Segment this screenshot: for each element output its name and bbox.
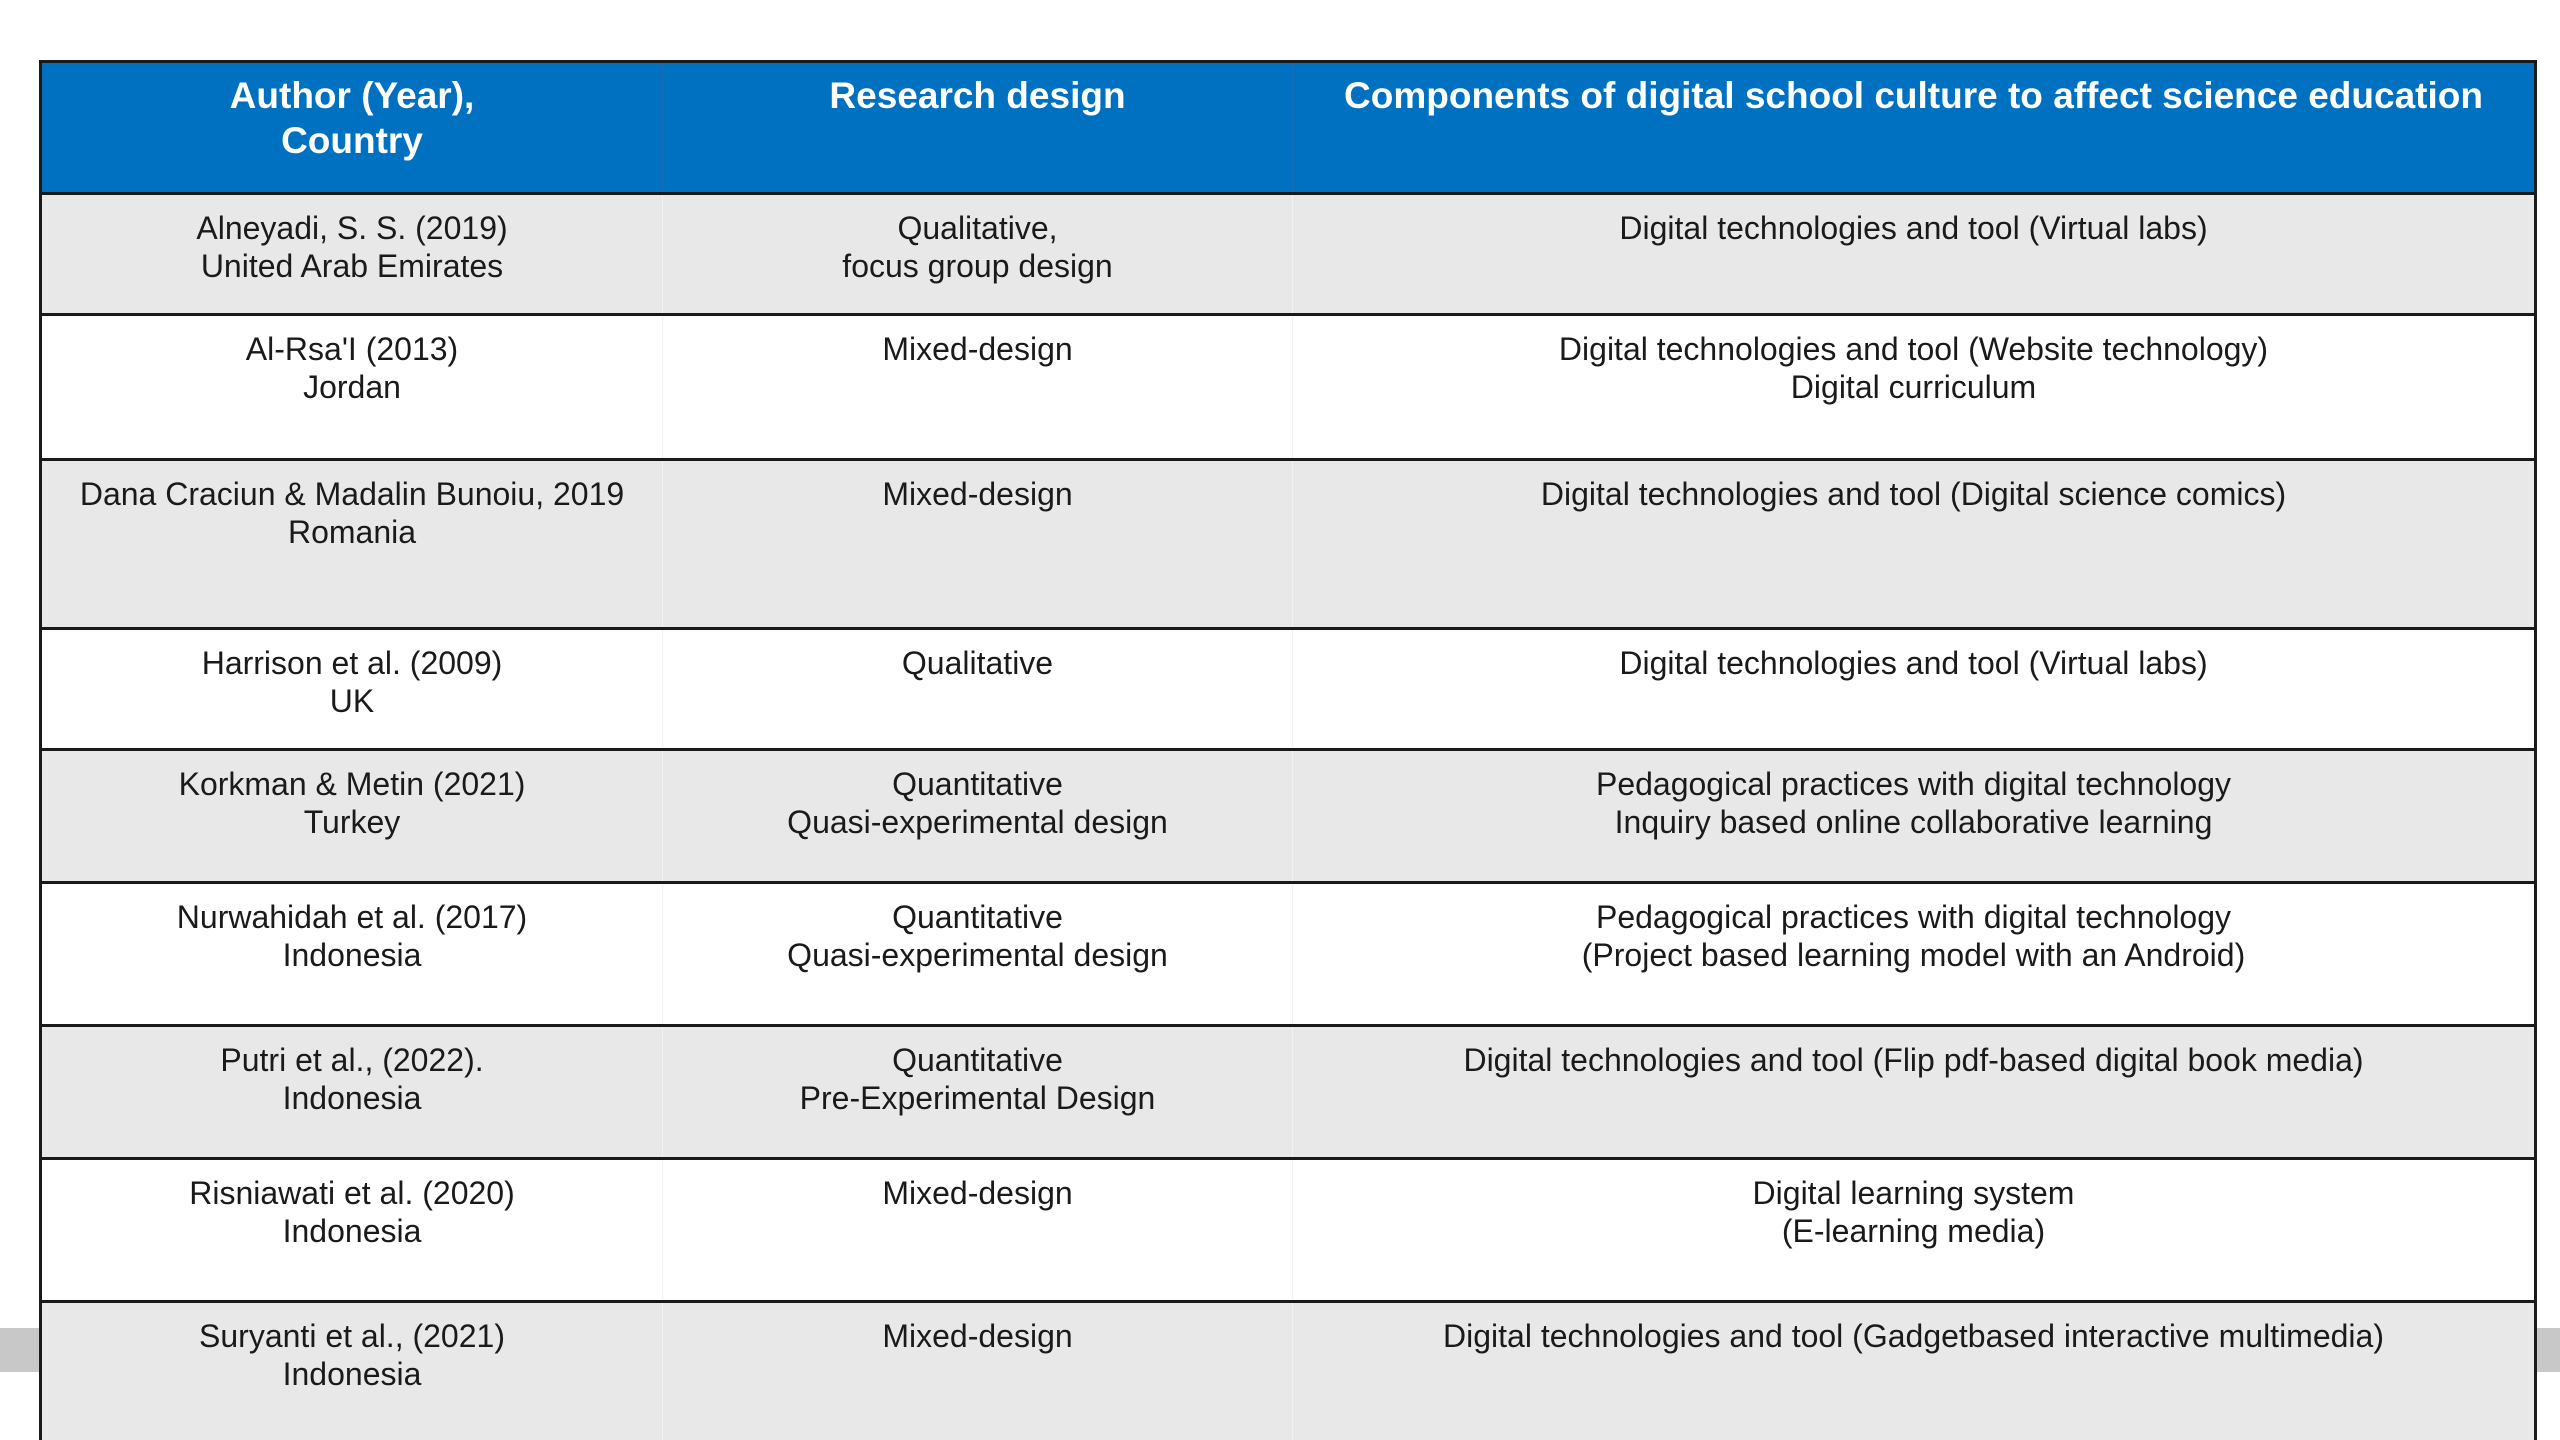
table-row: Suryanti et al., (2021) Indonesia Mixed-de…: [39, 1300, 2537, 1440]
research-design-cell-line: Qualitative,: [897, 210, 1058, 246]
author-cell: Suryanti et al., (2021) Indonesia: [39, 1300, 663, 1440]
research-design-cell-line: focus group design: [842, 248, 1113, 284]
author-cell-line: United Arab Emirates: [200, 248, 504, 284]
components-cell: Digital technologies and tool (Website t…: [1292, 313, 2537, 460]
author-cell-line: Putri et al., (2022).: [220, 1042, 484, 1078]
research-design-cell-line: Quasi-experimental design: [787, 937, 1168, 973]
table-row: Dana Craciun & Madalin Bunoiu, 2019 Roman…: [39, 458, 2537, 629]
research-design-cell-line: Quantitative: [892, 899, 1063, 935]
components-cell: Digital learning system (E-learning media…: [1292, 1157, 2537, 1302]
header-author-line1: Author (Year),: [229, 75, 475, 116]
research-design-cell-line: Quantitative: [892, 766, 1063, 802]
table-row: Korkman & Metin (2021) Turkey Quantitative…: [39, 748, 2537, 883]
author-cell: Putri et al., (2022). Indonesia: [39, 1024, 663, 1159]
table-body: Alneyadi, S. S. (2019) United Arab Emirat…: [39, 192, 2537, 1440]
header-research-design: Research design: [662, 60, 1293, 194]
author-cell-line: Indonesia: [282, 1080, 422, 1116]
research-design-cell: Qualitative, focus group design: [662, 192, 1293, 315]
author-cell: Alneyadi, S. S. (2019) United Arab Emirat…: [39, 192, 663, 315]
research-design-cell-line: Qualitative: [901, 645, 1054, 681]
author-cell-line: Al-Rsa'I (2013): [245, 331, 459, 367]
author-cell-line: Romania: [287, 514, 417, 550]
research-design-cell-line: Mixed-design: [882, 1175, 1073, 1211]
table-row: Nurwahidah et al. (2017) Indonesia Quantit…: [39, 881, 2537, 1026]
components-cell-line: Digital technologies and tool (Flip pdf-…: [1463, 1042, 2364, 1078]
components-cell-line: Digital technologies and tool (Digital s…: [1540, 476, 2287, 512]
components-cell: Pedagogical practices with digital techn…: [1292, 881, 2537, 1026]
author-cell-line: Indonesia: [282, 1213, 422, 1249]
research-design-cell-line: Mixed-design: [882, 476, 1073, 512]
research-design-cell-line: Pre-Experimental Design: [799, 1080, 1156, 1116]
author-cell-line: Alneyadi, S. S. (2019): [196, 210, 508, 246]
components-cell: Digital technologies and tool (Digital s…: [1292, 458, 2537, 629]
author-cell-line: Indonesia: [282, 1356, 422, 1392]
research-design-cell-line: Quasi-experimental design: [787, 804, 1168, 840]
left-edge-bar: [0, 1328, 40, 1372]
components-cell-line: Inquiry based online collaborative learn…: [1614, 804, 2213, 840]
research-design-cell: Qualitative: [662, 627, 1293, 750]
author-cell: Nurwahidah et al. (2017) Indonesia: [39, 881, 663, 1026]
author-cell-line: Suryanti et al., (2021): [199, 1318, 505, 1354]
research-design-cell: Mixed-design: [662, 313, 1293, 460]
header-author-year-country: Author (Year), Country: [39, 60, 663, 194]
research-design-cell: Quantitative Quasi-experimental design: [662, 748, 1293, 883]
table-row: Alneyadi, S. S. (2019) United Arab Emirat…: [39, 192, 2537, 315]
header-components-label: Components of digital school culture to …: [1344, 75, 2483, 116]
components-cell-line: Digital technologies and tool (Gadgetbas…: [1443, 1318, 2384, 1354]
author-cell-line: Turkey: [303, 804, 401, 840]
author-cell: Harrison et al. (2009) UK: [39, 627, 663, 750]
components-cell: Digital technologies and tool (Virtual l…: [1292, 192, 2537, 315]
components-cell: Pedagogical practices with digital techn…: [1292, 748, 2537, 883]
research-design-cell-line: Quantitative: [892, 1042, 1063, 1078]
table-header: Author (Year), Country Research design C…: [39, 60, 2537, 194]
table-row: Harrison et al. (2009) UK Qualitative Digit…: [39, 627, 2537, 750]
components-cell-line: Pedagogical practices with digital techn…: [1595, 899, 2232, 935]
header-row: Author (Year), Country Research design C…: [39, 60, 2537, 194]
author-cell-line: Jordan: [303, 369, 401, 405]
author-cell-line: Korkman & Metin (2021): [178, 766, 526, 802]
research-design-cell: Quantitative Quasi-experimental design: [662, 881, 1293, 1026]
author-cell-line: Indonesia: [282, 937, 422, 973]
author-cell: Dana Craciun & Madalin Bunoiu, 2019 Roman…: [39, 458, 663, 629]
components-cell: Digital technologies and tool (Flip pdf-…: [1292, 1024, 2537, 1159]
author-cell-line: Risniawati et al. (2020): [189, 1175, 515, 1211]
table-row: Risniawati et al. (2020) Indonesia Mixed-d…: [39, 1157, 2537, 1302]
research-design-cell: Mixed-design: [662, 1157, 1293, 1302]
research-design-cell: Quantitative Pre-Experimental Design: [662, 1024, 1293, 1159]
components-cell-line: Digital technologies and tool (Virtual l…: [1619, 645, 2208, 681]
author-cell-line: Harrison et al. (2009): [201, 645, 503, 681]
header-design-label: Research design: [829, 75, 1126, 116]
author-cell: Korkman & Metin (2021) Turkey: [39, 748, 663, 883]
components-cell-line: Digital curriculum: [1790, 369, 2037, 405]
header-author-line2: Country: [281, 120, 423, 161]
components-cell-line: Digital learning system: [1752, 1175, 2075, 1211]
table-row: Putri et al., (2022). Indonesia Quantitati…: [39, 1024, 2537, 1159]
components-cell-line: Pedagogical practices with digital techn…: [1595, 766, 2232, 802]
components-cell-line: (E-learning media): [1781, 1213, 2046, 1249]
author-cell: Risniawati et al. (2020) Indonesia: [39, 1157, 663, 1302]
components-cell-line: Digital technologies and tool (Website t…: [1558, 331, 2269, 367]
components-cell: Digital technologies and tool (Gadgetbas…: [1292, 1300, 2537, 1440]
components-cell-line: Digital technologies and tool (Virtual l…: [1619, 210, 2208, 246]
table-row: Al-Rsa'I (2013) Jordan Mixed-design Digital…: [39, 313, 2537, 460]
right-edge-bar: [2532, 1328, 2560, 1372]
components-cell-line: (Project based learning model with an An…: [1581, 937, 2246, 973]
components-cell: Digital technologies and tool (Virtual l…: [1292, 627, 2537, 750]
author-cell-line: Nurwahidah et al. (2017): [176, 899, 528, 935]
research-design-cell-line: Mixed-design: [882, 331, 1073, 367]
research-design-cell: Mixed-design: [662, 1300, 1293, 1440]
literature-review-table: Author (Year), Country Research design C…: [39, 60, 2537, 1440]
header-components: Components of digital school culture to …: [1292, 60, 2537, 194]
research-design-cell: Mixed-design: [662, 458, 1293, 629]
author-cell-line: Dana Craciun & Madalin Bunoiu, 2019: [79, 476, 625, 512]
author-cell: Al-Rsa'I (2013) Jordan: [39, 313, 663, 460]
research-design-cell-line: Mixed-design: [882, 1318, 1073, 1354]
author-cell-line: UK: [329, 683, 375, 719]
